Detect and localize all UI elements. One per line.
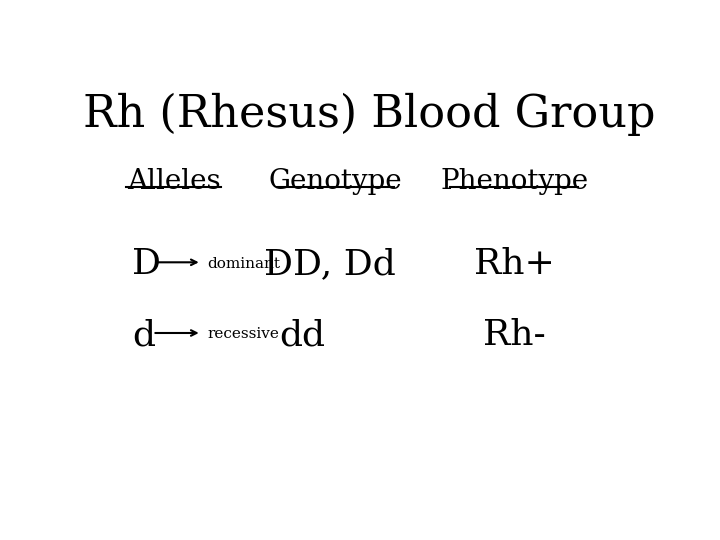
Text: Alleles: Alleles xyxy=(127,168,220,195)
Text: Rh-: Rh- xyxy=(482,318,546,352)
Text: recessive: recessive xyxy=(207,327,279,341)
Text: Rh (Rhesus) Blood Group: Rh (Rhesus) Blood Group xyxy=(83,93,655,136)
Text: D: D xyxy=(132,247,161,281)
Text: dd: dd xyxy=(279,318,325,352)
Text: Phenotype: Phenotype xyxy=(440,168,588,195)
Text: dominant: dominant xyxy=(207,256,280,271)
Text: Rh+: Rh+ xyxy=(474,247,554,281)
Text: d: d xyxy=(132,318,155,352)
Text: Genotype: Genotype xyxy=(269,168,402,195)
Text: DD, Dd: DD, Dd xyxy=(264,247,396,281)
